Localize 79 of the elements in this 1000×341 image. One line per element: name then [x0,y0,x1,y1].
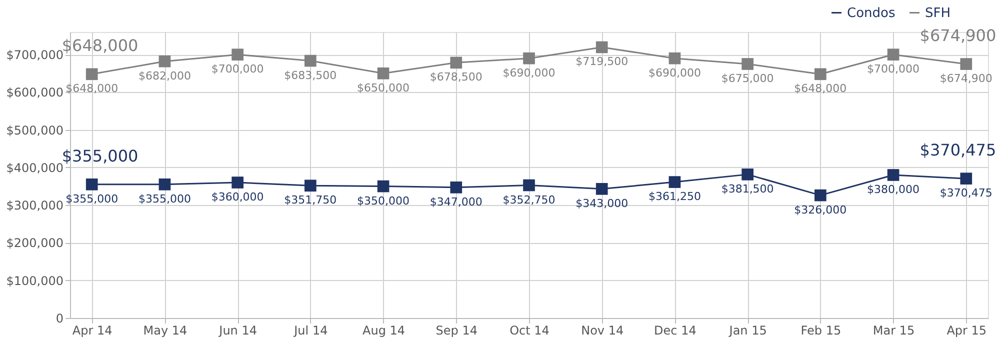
y-tick-label: 0 [56,312,64,326]
point [668,52,681,64]
point [887,169,900,181]
point [450,56,462,69]
point [450,182,462,194]
legend-label: Condos [847,6,896,21]
data-label: $350,000 [357,194,410,208]
data-label: $650,000 [357,81,410,94]
annotation: $355,000 [62,146,138,166]
data-label: $343,000 [576,196,628,210]
data-label: $678,500 [430,70,482,84]
y-tick-label: $400,000 [6,160,64,175]
point [742,58,754,70]
point [86,178,98,190]
data-label: $361,250 [648,190,701,204]
data-label: $370,475 [940,186,992,200]
data-label: $674,900 [940,72,992,86]
x-tick-label: Feb 15 [800,324,842,338]
x-tick-label: Apr 15 [946,324,987,338]
x-tick-label: Dec 14 [654,324,696,338]
data-label: $355,000 [138,192,191,206]
point [596,41,608,54]
point [158,178,171,190]
data-label: $347,000 [430,195,482,208]
annotation: $370,475 [920,140,996,160]
point [523,52,535,64]
x-tick-label: Aug 14 [362,324,406,338]
y-tick-label: $700,000 [6,48,64,62]
y-tick-label: $300,000 [6,198,64,213]
x-tick-label: Sep 14 [436,324,478,338]
point [523,179,535,192]
data-label: $700,000 [211,62,264,76]
annotation: $674,900 [920,26,996,46]
data-label: $352,750 [502,193,556,206]
point [86,68,98,80]
x-tick-label: Oct 14 [510,324,550,338]
data-label: $682,000 [138,69,191,82]
y-tick-label: $200,000 [6,236,64,250]
x-tick-label: Mar 15 [872,324,915,338]
point [158,55,171,68]
point [377,180,390,192]
y-tick-label: $500,000 [6,123,64,138]
point [887,48,900,60]
x-tick-label: Jan 15 [728,324,767,338]
point [742,168,754,180]
data-label: $381,500 [721,182,774,196]
x-tick-label: Jun 14 [218,324,257,338]
data-label: $690,000 [648,66,701,80]
point [596,183,608,195]
point [304,54,316,67]
point [304,180,316,192]
data-label: $326,000 [794,203,847,216]
y-tick-label: $600,000 [6,86,64,100]
data-label: $648,000 [794,82,847,96]
point [814,189,826,202]
data-label: $675,000 [721,72,774,85]
point [377,67,390,80]
x-tick-label: Jul 14 [293,324,328,338]
data-label: $719,500 [576,55,628,68]
data-label: $683,500 [284,68,337,82]
data-label: $351,750 [284,194,337,207]
x-tick-label: Nov 14 [581,324,624,338]
x-tick-label: Apr 14 [72,324,112,338]
point [668,176,681,188]
point [814,68,826,80]
y-tick-label: $100,000 [6,274,64,288]
point [960,172,972,184]
data-label: $690,000 [502,66,556,80]
annotation: $648,000 [62,36,138,56]
point [232,48,244,60]
data-label: $648,000 [66,82,118,96]
data-label: $700,000 [867,62,920,76]
legend-label: SFH [925,6,951,21]
x-tick-label: May 14 [143,324,188,338]
point [232,176,244,188]
data-label: $380,000 [867,183,920,196]
data-label: $360,000 [211,190,264,204]
point [960,58,972,70]
data-label: $355,000 [66,192,118,206]
